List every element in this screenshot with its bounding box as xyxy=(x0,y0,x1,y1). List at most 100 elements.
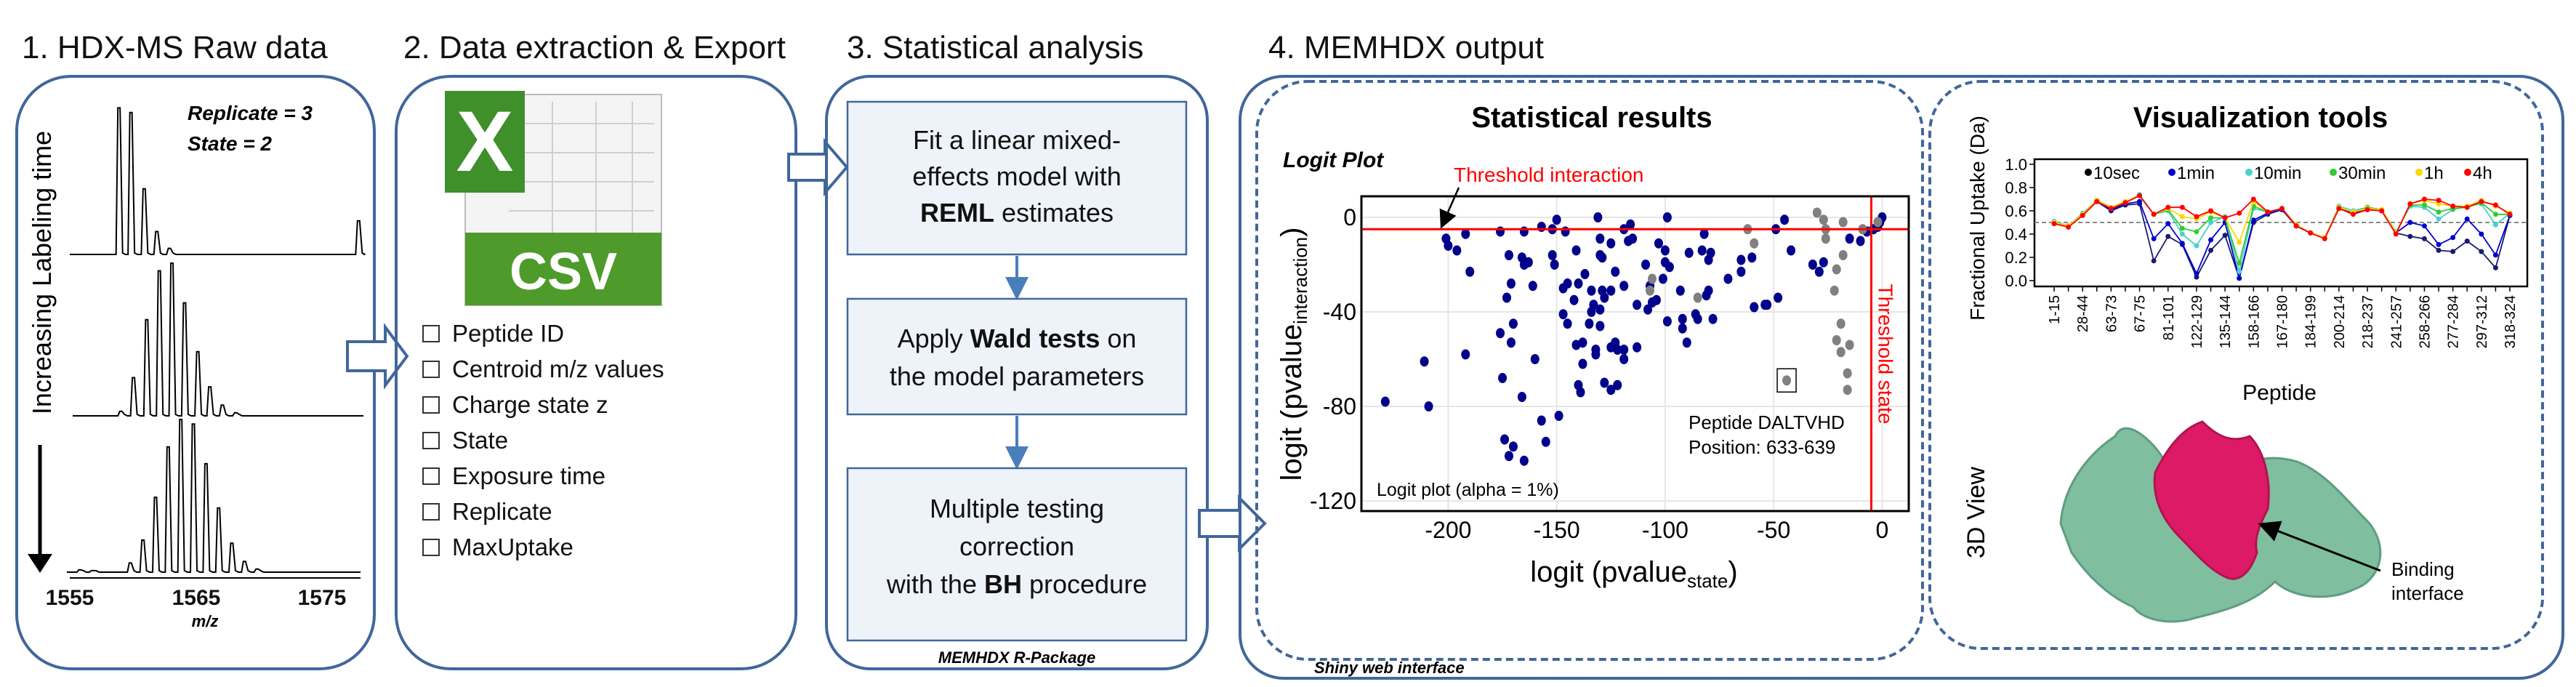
data-point-4h xyxy=(2151,212,2157,217)
x-tick-label: 184-199 xyxy=(2303,295,2319,348)
data-point-significant xyxy=(1595,233,1605,244)
checkbox-icon xyxy=(422,467,440,485)
data-point-significant xyxy=(1580,269,1590,279)
data-point-significant xyxy=(1552,214,1561,225)
data-point-significant xyxy=(1675,285,1685,296)
field-label: Centroid m/z values xyxy=(452,355,664,382)
data-point-significant xyxy=(1547,250,1557,260)
data-point-10sec xyxy=(2450,249,2456,254)
data-point-1min xyxy=(2421,223,2427,229)
data-point-non-significant xyxy=(1812,207,1822,218)
data-point-4h xyxy=(2393,231,2399,237)
x-tick-label: 218-237 xyxy=(2360,295,2376,348)
plot-frame xyxy=(1360,195,1910,513)
checkbox-icon xyxy=(422,539,440,556)
x-tick-label: -150 xyxy=(1534,517,1580,543)
field-label: MaxUptake xyxy=(452,534,573,561)
data-point-significant xyxy=(1519,226,1529,237)
x-tick-label: 122-129 xyxy=(2189,295,2205,348)
panel-frame xyxy=(395,75,797,670)
logit-plot: Logit Plot -200 -150 -100 -50 0 0 -40 -80 -120 Thr… xyxy=(1276,148,1910,592)
visualization-tools-frame xyxy=(1928,80,2544,650)
data-point-significant xyxy=(1606,285,1616,296)
binding-interface-label: interface xyxy=(2391,582,2464,604)
data-point-significant xyxy=(1550,260,1559,270)
threshold-state-label: Threshold state xyxy=(1874,284,1896,425)
data-point-4h xyxy=(2379,208,2385,214)
mz-tick: 1565 xyxy=(172,586,221,610)
data-point-significant xyxy=(1578,337,1587,348)
data-point-10min xyxy=(2179,231,2185,237)
data-point-significant xyxy=(1508,441,1518,452)
data-point-significant xyxy=(1613,379,1622,390)
y-tick-label: 1.0 xyxy=(2005,156,2027,174)
data-point-1min xyxy=(2450,235,2456,241)
data-point-10min xyxy=(2208,220,2214,225)
data-point-4h xyxy=(2265,209,2271,215)
data-point-1min xyxy=(2137,198,2143,204)
data-point-significant xyxy=(1500,434,1510,445)
data-point-significant xyxy=(1787,245,1796,256)
data-point-non-significant xyxy=(1819,214,1828,225)
data-point-10sec xyxy=(2222,233,2228,238)
data-point-significant xyxy=(1420,356,1429,367)
data-point-30min xyxy=(2421,202,2427,208)
data-point-significant xyxy=(1619,281,1629,292)
data-point-significant xyxy=(1558,283,1568,294)
threshold-interaction-label: Threshold interaction xyxy=(1454,164,1643,186)
data-point-10sec xyxy=(2407,233,2413,239)
uptake-plot: 0.0 0.2 0.4 0.6 0.8 1.0 1-15 28-44 63-73 67-75 81-… xyxy=(1966,116,2529,405)
flow-arrow-icon xyxy=(346,323,409,390)
data-point-1min xyxy=(2151,236,2157,241)
data-point-significant xyxy=(1595,321,1605,332)
legend-marker xyxy=(2464,169,2471,176)
data-point-4h xyxy=(2279,206,2285,212)
legend-label: 4h xyxy=(2473,164,2492,183)
data-point-4h xyxy=(2108,206,2114,212)
data-point-significant xyxy=(1628,233,1638,244)
data-point-significant xyxy=(1380,396,1390,407)
data-point-4h xyxy=(2080,212,2085,218)
data-point-significant xyxy=(1693,313,1702,324)
field-label: Exposure time xyxy=(452,462,605,489)
data-point-significant xyxy=(1658,273,1667,284)
step-wald-line1: Apply Wald tests on xyxy=(898,324,1137,353)
data-point-significant xyxy=(1587,285,1596,296)
legend-label: 10sec xyxy=(2093,164,2140,183)
y-axis-label-subscript: interaction xyxy=(1289,237,1311,324)
data-point-10min xyxy=(2492,222,2498,228)
data-point-significant xyxy=(1633,300,1642,310)
panel-frame xyxy=(15,75,376,670)
data-point-non-significant xyxy=(1836,347,1846,358)
data-point-4h xyxy=(2165,204,2171,210)
data-point-10min xyxy=(2194,243,2199,249)
data-point-4h xyxy=(2436,198,2442,204)
legend-label: 30min xyxy=(2338,164,2386,183)
data-point-significant xyxy=(1699,228,1709,239)
y-tick-label: -120 xyxy=(1310,488,1356,514)
data-point-significant xyxy=(1569,294,1579,305)
data-point-4h xyxy=(2066,224,2072,230)
data-point-4h xyxy=(2364,206,2370,212)
step-bh-line1: Multiple testing xyxy=(930,494,1104,523)
data-point-significant xyxy=(1600,292,1609,303)
x-axis-label: Peptide xyxy=(2242,381,2317,405)
replicate-label: Replicate = 3 xyxy=(188,102,313,124)
data-point-10sec xyxy=(2208,247,2214,253)
x-tick-label: 297-312 xyxy=(2474,295,2490,348)
csv-icon-letter: X xyxy=(456,94,514,190)
y-tick-label: 0.6 xyxy=(2005,202,2027,220)
spectrum-trace xyxy=(67,419,361,573)
step-bh-box xyxy=(846,467,1188,642)
x-tick-label: 241-257 xyxy=(2388,295,2404,348)
data-point-significant xyxy=(1519,260,1529,270)
position-label: Position: 633-639 xyxy=(1689,436,1835,458)
data-point-significant xyxy=(1528,281,1537,292)
data-point-significant xyxy=(1704,254,1713,265)
data-point-significant xyxy=(1856,236,1865,246)
peptide-label: Peptide DALTVHD xyxy=(1689,411,1845,433)
data-point-significant xyxy=(1665,262,1674,273)
mz-tick: 1555 xyxy=(46,586,94,610)
data-point-4h xyxy=(2293,223,2299,229)
checkbox-icon xyxy=(422,361,440,378)
